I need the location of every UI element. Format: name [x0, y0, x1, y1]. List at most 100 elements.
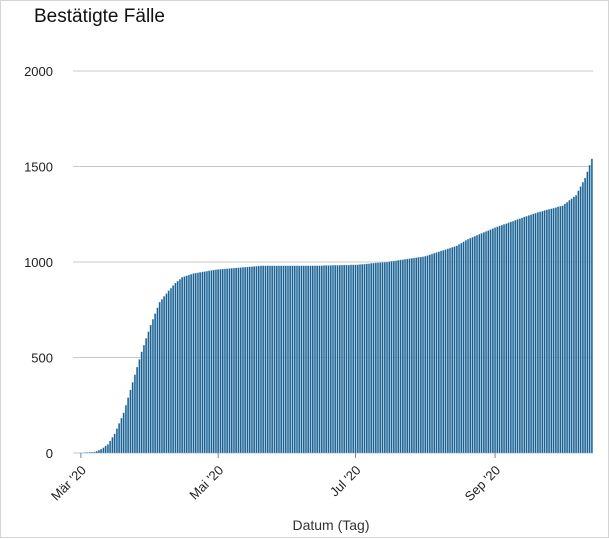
bar	[433, 253, 435, 453]
bar	[379, 263, 381, 453]
bar	[314, 266, 316, 453]
bar	[197, 273, 199, 453]
bar	[530, 215, 532, 453]
bar	[526, 216, 528, 453]
bar	[303, 266, 305, 453]
bar	[233, 268, 235, 453]
bar	[553, 208, 555, 453]
bar	[195, 273, 197, 453]
bar	[386, 262, 388, 453]
bar	[512, 221, 514, 453]
bar	[415, 258, 417, 453]
bar	[298, 266, 300, 453]
bar	[424, 256, 426, 453]
bar	[118, 423, 120, 453]
y-tick-label: 2000	[24, 64, 53, 79]
bar	[215, 270, 217, 453]
bar	[514, 220, 516, 453]
bar	[409, 259, 411, 453]
bar	[361, 264, 363, 453]
bar	[154, 314, 156, 453]
bar	[89, 452, 91, 453]
bar	[87, 452, 89, 453]
x-tick-label: Mär '20	[48, 463, 89, 504]
bar	[206, 271, 208, 453]
bar	[454, 247, 456, 453]
bar	[100, 449, 102, 453]
bar	[508, 223, 510, 453]
bar	[411, 258, 413, 453]
bar	[578, 191, 580, 453]
bar	[202, 272, 204, 453]
bar	[249, 267, 251, 453]
bar	[130, 390, 132, 453]
bar	[445, 250, 447, 453]
bar	[240, 268, 242, 453]
bar	[487, 230, 489, 453]
bar	[251, 267, 253, 453]
bar	[393, 261, 395, 453]
bar	[170, 288, 172, 453]
bar	[535, 213, 537, 453]
bar	[220, 269, 222, 453]
bar	[323, 265, 325, 453]
bar	[469, 238, 471, 453]
bar	[184, 277, 186, 453]
bar	[141, 352, 143, 453]
bar	[330, 265, 332, 453]
bar	[217, 269, 219, 453]
bar	[325, 265, 327, 453]
bar	[375, 263, 377, 453]
bar	[510, 222, 512, 453]
bar	[485, 231, 487, 453]
bar	[143, 345, 145, 453]
bar	[343, 265, 345, 453]
bar	[442, 250, 444, 453]
bar	[274, 266, 276, 453]
bar	[186, 276, 188, 453]
bar	[388, 262, 390, 453]
bar	[406, 259, 408, 453]
y-tick-label: 1500	[24, 160, 53, 175]
bar	[465, 240, 467, 453]
bar	[262, 266, 264, 453]
bar	[436, 252, 438, 453]
bar	[179, 279, 181, 453]
bar	[562, 206, 564, 453]
bar	[429, 255, 431, 453]
bar	[280, 266, 282, 453]
bar	[258, 266, 260, 453]
bar	[438, 252, 440, 453]
bar	[478, 234, 480, 453]
bar	[114, 434, 116, 453]
bar	[159, 302, 161, 453]
bar	[364, 264, 366, 453]
bar	[494, 228, 496, 453]
bar	[145, 338, 147, 453]
bar	[172, 285, 174, 453]
bar	[451, 247, 453, 453]
bar	[557, 207, 559, 453]
bar-series	[76, 159, 593, 453]
bar	[125, 405, 127, 453]
bar	[310, 266, 312, 453]
bar	[244, 267, 246, 453]
bar	[467, 239, 469, 453]
bar	[440, 251, 442, 453]
x-axis-label: Datum (Tag)	[292, 517, 369, 533]
bar	[560, 206, 562, 453]
bar	[332, 265, 334, 453]
bar	[211, 270, 213, 453]
bar	[591, 159, 593, 453]
bar	[231, 268, 233, 453]
bar	[121, 418, 123, 453]
bar	[463, 242, 465, 453]
bar	[269, 266, 271, 453]
bar	[339, 265, 341, 453]
bar	[224, 269, 226, 453]
bar	[377, 263, 379, 453]
bar	[519, 219, 521, 453]
bar	[204, 272, 206, 453]
bar	[384, 262, 386, 453]
bar	[127, 398, 129, 453]
